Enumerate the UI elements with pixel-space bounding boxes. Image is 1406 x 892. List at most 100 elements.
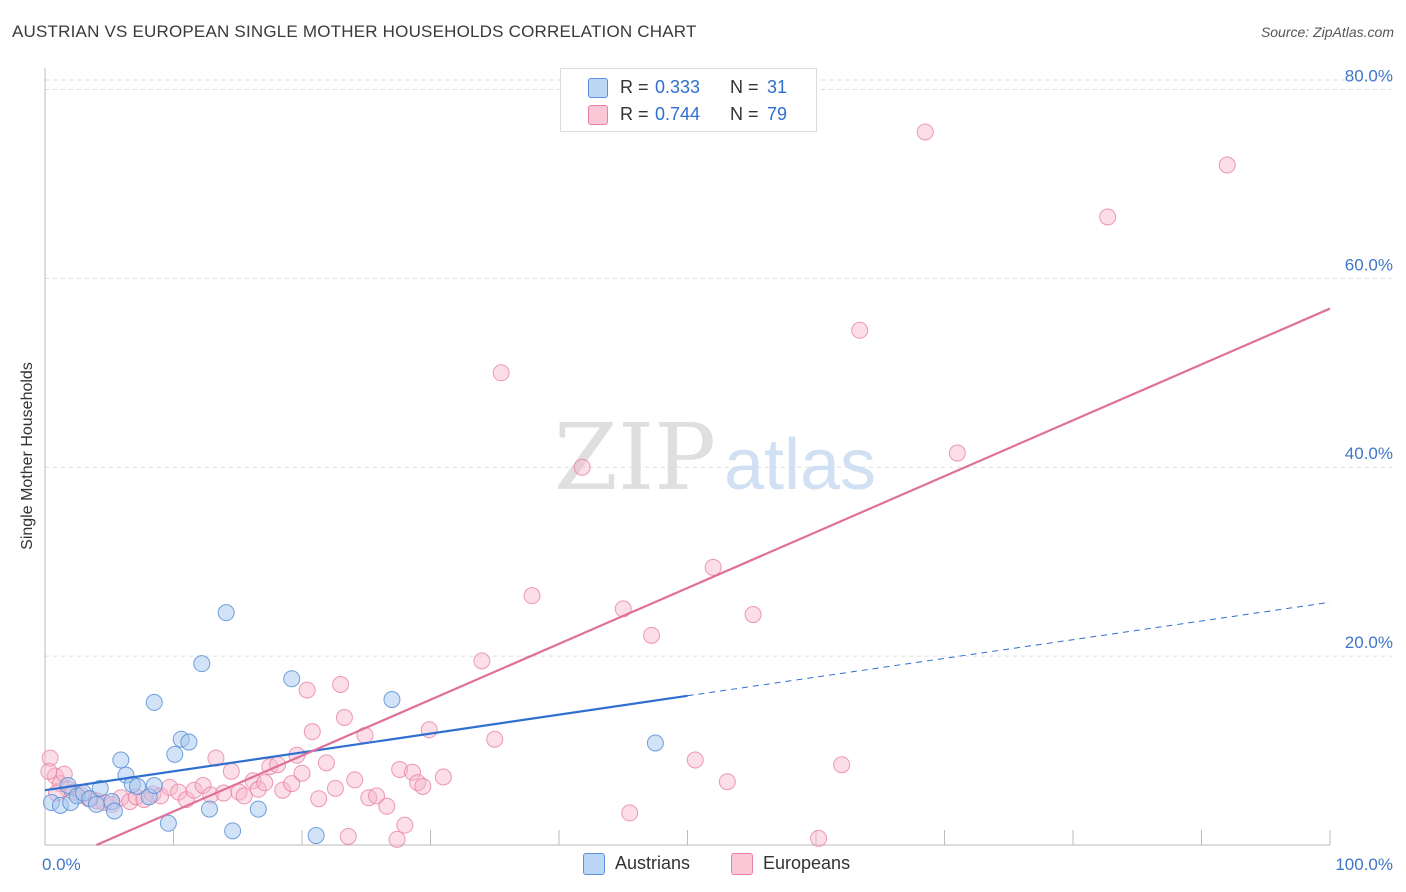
europeans-point [1218,156,1236,174]
europeans-point [621,804,639,822]
austrians-point [307,827,325,845]
europeans-point [274,781,292,799]
austrians-point [87,795,105,813]
europeans-point [414,777,432,795]
austrians-point [180,733,198,751]
austrians-trend-extension [687,601,1331,697]
europeans-r-label: R = [620,104,649,124]
europeans-point [298,681,316,699]
trend-lines [44,307,1331,847]
europeans-r-value: 0.744 [655,104,701,124]
europeans-swatch [588,105,608,125]
europeans-point [718,773,736,791]
europeans-point [434,768,452,786]
europeans-point [388,830,406,848]
europeans-point [492,364,510,382]
europeans-point [643,626,661,644]
tick-labels: 20.0% 40.0% 60.0% 80.0% 0.0% 100.0% [42,66,1393,874]
austrians-point [129,777,147,795]
watermark: ZIP atlas [554,404,876,511]
austrians-trend-line [44,694,688,792]
europeans-point [810,829,828,847]
source-label: Source: ZipAtlas.com [1260,24,1394,40]
europeans-point [404,763,422,781]
austrians-point [283,670,301,688]
europeans-point [523,587,541,605]
legend-row-europeans: R = 0.744 N = 79 [561,102,816,126]
austrians-point [193,655,211,673]
austrians-point [646,734,664,752]
europeans-point [317,754,335,772]
europeans-point [256,774,274,792]
y-tick-label: 40.0% [1345,444,1393,463]
europeans-point [851,321,869,339]
europeans-point [185,781,203,799]
y-tick-label: 80.0% [1345,66,1393,85]
europeans-legend-swatch [731,853,753,875]
watermark-atlas: atlas [724,425,876,505]
austrians-point [200,800,218,818]
austrians-swatch [588,78,608,98]
europeans-point [704,558,722,576]
austrians-point [166,745,184,763]
europeans-point [303,723,321,741]
europeans-point [486,730,504,748]
correlation-legend: R = 0.333 N = 31 R = 0.744 N = 79 [560,68,817,132]
austrians-point [145,777,163,794]
europeans-point [346,771,364,789]
austrians-point [145,693,163,711]
x-tick-label: 100.0% [1335,855,1393,874]
austrians-n-value: 31 [767,77,788,97]
austrians-point [105,802,123,820]
austrians-legend-swatch [583,853,605,875]
y-tick-label: 20.0% [1345,633,1393,652]
x-tick-label: 0.0% [42,855,81,874]
europeans-point [1099,208,1117,226]
austrians-legend-label: Austrians [615,853,691,873]
austrians-point [224,822,242,840]
europeans-points [40,123,1236,848]
europeans-point [326,779,344,797]
europeans-point [41,749,59,767]
europeans-point [335,709,353,726]
austrians-point [91,779,109,797]
austrians-n-label: N = [730,77,759,97]
europeans-point [235,787,253,805]
europeans-point [948,444,966,462]
europeans-point [396,816,414,834]
europeans-point [283,775,301,793]
europeans-point [473,652,491,670]
europeans-legend-label: Europeans [763,853,851,873]
europeans-point [249,780,267,798]
europeans-point [391,760,409,778]
europeans-point [573,458,591,476]
austrians-points [42,604,664,845]
europeans-point [686,751,704,769]
austrians-point [159,814,177,832]
austrians-point [249,800,267,818]
europeans-point [916,123,934,141]
watermark-zip: ZIP [554,404,716,511]
austrians-point [217,604,235,622]
europeans-point [222,762,240,780]
austrians-r-value: 0.333 [655,77,701,97]
austrians-point [383,691,401,709]
axes [44,68,1331,846]
europeans-point [332,675,350,693]
europeans-point [310,790,328,808]
europeans-point [833,756,851,774]
europeans-point [293,764,311,782]
europeans-point [339,828,357,845]
europeans-point [40,762,58,780]
legend-row-austrians: R = 0.333 N = 31 [561,75,816,99]
europeans-trend-line [95,307,1331,847]
europeans-n-label: N = [730,104,759,124]
y-tick-label: 60.0% [1345,255,1393,274]
austrians-r-label: R = [620,77,649,97]
europeans-point [378,797,396,815]
chart-title: AUSTRIAN VS EUROPEAN SINGLE MOTHER HOUSE… [12,22,697,41]
europeans-point [744,606,762,624]
austrians-point [112,751,130,769]
europeans-point [368,787,386,805]
